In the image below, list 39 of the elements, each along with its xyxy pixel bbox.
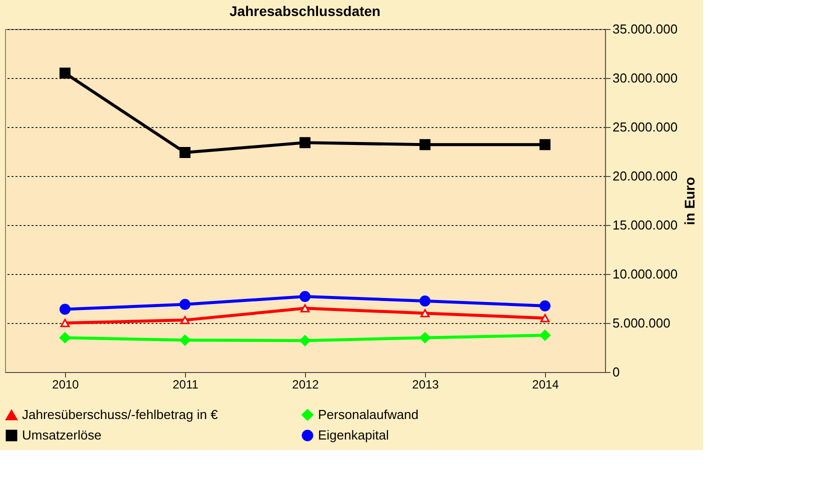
- y-tick-label: 30.000.000: [612, 70, 678, 86]
- point: [300, 137, 310, 148]
- point: [300, 335, 310, 346]
- x-tick-label: 2012: [292, 378, 320, 392]
- point: [180, 146, 190, 158]
- point: [180, 316, 190, 324]
- y-tick-label: 10.000.000: [612, 266, 678, 282]
- point: [420, 139, 430, 150]
- legend-label: Personalaufwand: [318, 406, 418, 422]
- point: [420, 332, 430, 344]
- legend-label: Jahresüberschuss/-fehlbetrag in €: [22, 407, 219, 422]
- y-tick-label: 25.000.000: [612, 120, 678, 134]
- point: [540, 314, 550, 322]
- point: [540, 330, 550, 341]
- point: [60, 318, 70, 328]
- legend-label: Eigenkapital: [318, 428, 389, 442]
- point: [300, 304, 310, 312]
- chart-title: Jahresabschlussdaten: [230, 3, 380, 19]
- y-tick-label: 5.000.000: [612, 316, 670, 330]
- point: [420, 309, 430, 318]
- x-tick-label: 2013: [412, 378, 440, 392]
- point: [60, 332, 70, 344]
- point: [540, 300, 550, 312]
- y-tick-label: 35.000.000: [612, 22, 678, 36]
- point: [300, 291, 310, 302]
- point: [60, 68, 70, 79]
- x-tick-label: 2011: [172, 378, 199, 392]
- point: [60, 304, 70, 315]
- point: [540, 139, 550, 150]
- y-tick-label: 15.000.000: [612, 218, 678, 232]
- y-axis-title: in Euro: [682, 176, 698, 226]
- point: [180, 334, 190, 346]
- y-tick-label: 0: [612, 364, 620, 380]
- x-tick-label: 2010: [52, 378, 80, 392]
- point: [420, 295, 430, 306]
- point: [180, 298, 190, 310]
- legend-label: Umsatzerlöse: [22, 428, 102, 442]
- x-tick-label: 2014: [532, 378, 560, 392]
- y-tick-label: 20.000.000: [612, 168, 678, 184]
